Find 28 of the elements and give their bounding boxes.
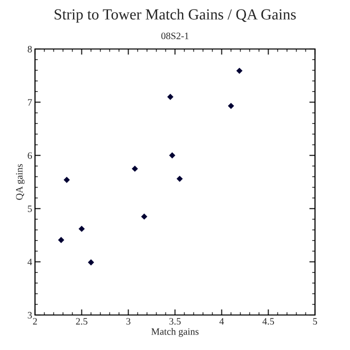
point xyxy=(167,94,174,100)
point xyxy=(236,68,243,74)
point xyxy=(141,213,148,220)
point xyxy=(132,166,138,172)
y-tick-label: 4 xyxy=(28,258,32,266)
x-tick-label: 4 xyxy=(219,318,224,325)
point xyxy=(58,236,64,244)
y-tick-label: 7 xyxy=(28,99,32,106)
y-tick-label: 6 xyxy=(28,152,32,159)
x-tick-label: 3.5 xyxy=(169,318,181,325)
x-tick-label: 2 xyxy=(32,318,37,325)
y-tick-label: 5 xyxy=(28,206,32,212)
point xyxy=(88,259,94,266)
point xyxy=(169,152,176,159)
x-axis-title: Match gains xyxy=(151,328,199,337)
chart-subtitle: 08S2-1 xyxy=(161,32,188,40)
chart-title: Strip to Tower Match Gains / QA Gains xyxy=(54,8,296,23)
point xyxy=(64,176,70,183)
point xyxy=(78,226,85,232)
x-tick-label: 5 xyxy=(313,318,318,325)
x-tick-label: 2.5 xyxy=(76,318,88,325)
point xyxy=(176,176,183,182)
y-tick-label: 3 xyxy=(28,312,32,318)
point xyxy=(228,102,234,110)
x-tick-label: 4.5 xyxy=(262,318,274,325)
x-tick-label: 3 xyxy=(126,318,130,325)
y-tick-label: 8 xyxy=(28,46,32,52)
y-axis-title: QA gains xyxy=(16,164,25,200)
